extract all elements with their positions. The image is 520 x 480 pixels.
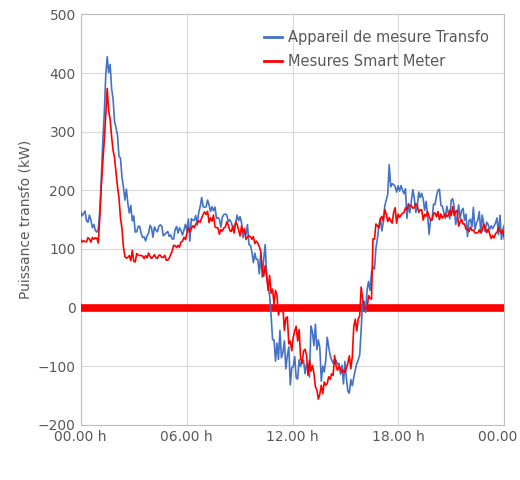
Mesures Smart Meter [436,216,443,222]
Appareil de mesure Transfo [293,375,300,381]
Appareil de mesure Transfo [77,208,84,214]
Appareil de mesure Transfo [104,54,110,60]
Appareil de mesure Transfo [467,216,474,222]
Appareil de mesure Transfo [454,214,460,220]
Mesures Smart Meter [104,85,110,91]
Legend: Appareil de mesure Transfo, Mesures Smart Meter: Appareil de mesure Transfo, Mesures Smar… [260,26,493,73]
Mesures Smart Meter [116,195,122,201]
Appareil de mesure Transfo [444,204,450,209]
Line: Mesures Smart Meter: Mesures Smart Meter [81,88,504,399]
Mesures Smart Meter [454,207,460,213]
Y-axis label: Puissance transfo (kW): Puissance transfo (kW) [18,140,32,299]
Mesures Smart Meter [501,236,508,242]
Appareil de mesure Transfo [116,154,122,159]
Appareil de mesure Transfo [346,390,353,396]
Line: Appareil de mesure Transfo: Appareil de mesure Transfo [81,57,504,393]
Mesures Smart Meter [315,396,321,402]
Mesures Smart Meter [293,324,300,329]
Mesures Smart Meter [444,214,450,220]
Appareil de mesure Transfo [436,186,443,192]
Appareil de mesure Transfo [501,222,508,228]
Mesures Smart Meter [77,237,84,242]
Mesures Smart Meter [467,224,474,230]
